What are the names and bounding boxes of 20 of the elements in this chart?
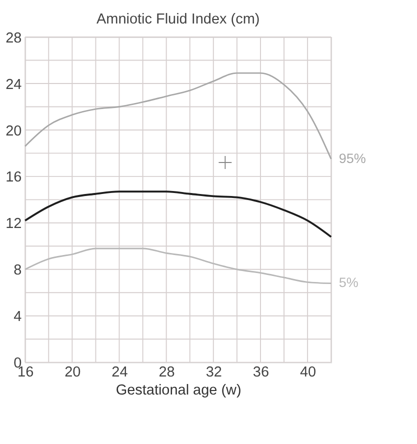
series-label: 5% <box>338 275 358 290</box>
y-tick-label: 12 <box>6 216 22 232</box>
y-tick-label: 28 <box>6 30 22 46</box>
chart-title: Amniotic Fluid Index (cm) <box>96 12 260 28</box>
y-tick-label: 16 <box>6 170 22 186</box>
line-series <box>24 72 332 160</box>
x-axis-title: Gestational age (w) <box>116 382 242 399</box>
y-tick-label: 20 <box>6 123 22 140</box>
x-tick-label: 40 <box>300 364 316 380</box>
x-tick-label: 20 <box>64 364 81 380</box>
y-tick-label: 8 <box>14 262 22 279</box>
series-label: 95% <box>338 150 366 166</box>
y-tick-label: 4 <box>14 309 22 326</box>
x-tick-label: 32 <box>206 364 222 380</box>
line-series <box>24 190 332 238</box>
x-tick-label: 24 <box>112 364 128 380</box>
y-tick-label: 24 <box>6 76 22 93</box>
x-tick-label: 28 <box>158 364 175 380</box>
x-tick-label: 36 <box>252 364 270 380</box>
line-series <box>24 248 332 284</box>
